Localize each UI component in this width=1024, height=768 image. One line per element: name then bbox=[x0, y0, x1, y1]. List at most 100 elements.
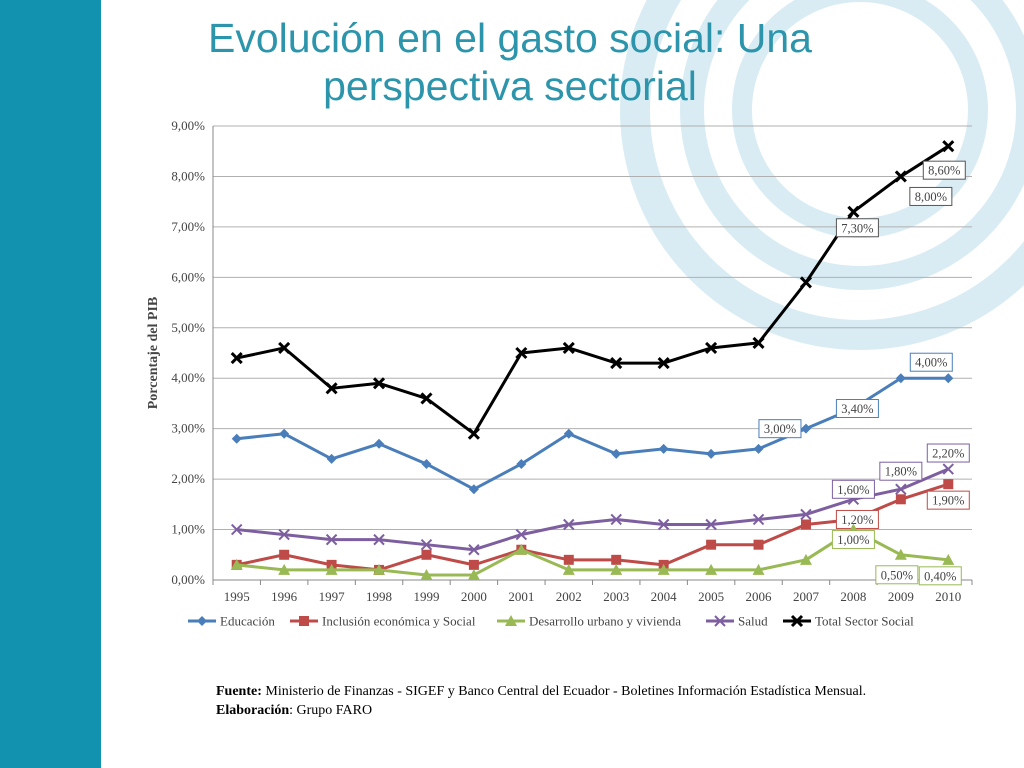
series-line-educacion bbox=[236, 376, 949, 491]
data-point-educacion bbox=[374, 438, 385, 449]
data-point-salud bbox=[231, 523, 243, 536]
data-point-total-sector-social bbox=[230, 351, 243, 365]
data-label: 7,30% bbox=[841, 221, 873, 235]
data-point-desarrollo-urbano-y-vivienda bbox=[942, 553, 955, 565]
y-tick-label: 2,00% bbox=[171, 471, 205, 486]
x-tick-label: 2002 bbox=[556, 589, 582, 604]
legend-swatch-marker bbox=[197, 616, 207, 626]
legend-label: Inclusión económica y Social bbox=[322, 614, 476, 629]
x-tick-label: 2006 bbox=[746, 589, 773, 604]
data-point-desarrollo-urbano-y-vivienda bbox=[325, 563, 338, 575]
data-point-desarrollo-urbano-y-vivienda bbox=[705, 563, 718, 575]
data-point-salud bbox=[468, 544, 480, 556]
data-point-salud bbox=[420, 538, 433, 551]
legend-swatch-marker bbox=[790, 614, 804, 628]
legend-label: Educación bbox=[220, 614, 275, 629]
data-point-educacion bbox=[943, 373, 954, 384]
data-point-educacion bbox=[516, 458, 527, 469]
data-point-total-sector-social bbox=[610, 357, 623, 370]
data-point-total-sector-social bbox=[657, 357, 670, 370]
source-label: Fuente: bbox=[216, 684, 262, 699]
data-point-total-sector-social bbox=[942, 140, 955, 153]
data-point-salud bbox=[278, 528, 290, 541]
data-label-box bbox=[926, 443, 970, 463]
data-label-box bbox=[918, 566, 962, 586]
data-point-educacion bbox=[279, 428, 290, 439]
y-axis-label: Porcentaje del PIB bbox=[146, 297, 161, 410]
data-point-desarrollo-urbano-y-vivienda bbox=[515, 543, 528, 555]
source-text: Ministerio de Finanzas - SIGEF y Banco C… bbox=[261, 684, 867, 699]
data-point-educacion bbox=[753, 443, 764, 454]
data-point-salud bbox=[800, 508, 812, 521]
y-tick-label: 7,00% bbox=[171, 219, 205, 234]
x-tick-label: 2010 bbox=[935, 589, 961, 604]
data-label: 3,40% bbox=[841, 402, 873, 416]
data-label: 0,50% bbox=[881, 568, 913, 582]
data-point-salud bbox=[705, 518, 717, 531]
x-tick-label: 2001 bbox=[508, 589, 534, 604]
data-point-inclusion-economica-y-social bbox=[279, 549, 290, 560]
y-tick-label: 6,00% bbox=[171, 269, 205, 284]
series-line-inclusion-economica-y-social bbox=[236, 482, 949, 572]
data-point-total-sector-social bbox=[515, 346, 528, 360]
y-tick-label: 3,00% bbox=[171, 421, 205, 436]
legend-swatch-marker bbox=[505, 615, 517, 626]
data-point-desarrollo-urbano-y-vivienda bbox=[562, 563, 575, 575]
data-point-educacion bbox=[800, 423, 811, 434]
data-label-box bbox=[831, 530, 875, 550]
series-line-desarrollo-urbano-y-vivienda bbox=[236, 528, 949, 577]
data-label: 8,00% bbox=[915, 190, 947, 204]
sidebar-band bbox=[0, 0, 101, 768]
credit-label: Elaboración bbox=[216, 703, 290, 718]
source-footer: Fuente: Ministerio de Finanzas - SIGEF y… bbox=[216, 682, 866, 720]
data-point-desarrollo-urbano-y-vivienda bbox=[467, 568, 480, 580]
data-point-desarrollo-urbano-y-vivienda bbox=[278, 563, 291, 575]
credit-text: : Grupo FARO bbox=[289, 703, 373, 718]
data-label-box bbox=[909, 186, 953, 206]
data-label-box bbox=[875, 565, 919, 585]
data-point-inclusion-economica-y-social bbox=[943, 479, 954, 490]
x-tick-label: 2005 bbox=[698, 589, 724, 604]
data-label: 1,90% bbox=[932, 494, 964, 508]
data-label: 4,00% bbox=[915, 356, 947, 370]
legend-label: Salud bbox=[738, 614, 768, 629]
data-point-salud bbox=[942, 463, 954, 475]
data-label: 8,60% bbox=[928, 164, 960, 178]
data-point-educacion bbox=[231, 433, 242, 444]
data-point-inclusion-economica-y-social bbox=[895, 494, 906, 505]
data-point-desarrollo-urbano-y-vivienda bbox=[610, 563, 623, 575]
data-point-inclusion-economica-y-social bbox=[421, 549, 432, 560]
data-label-box bbox=[835, 218, 879, 238]
data-point-desarrollo-urbano-y-vivienda bbox=[373, 563, 386, 575]
data-point-total-sector-social bbox=[705, 341, 718, 355]
data-label-box bbox=[831, 479, 875, 499]
data-label: 1,20% bbox=[841, 513, 873, 527]
data-point-total-sector-social bbox=[847, 205, 860, 218]
y-tick-label: 8,00% bbox=[171, 168, 205, 183]
data-point-total-sector-social bbox=[562, 341, 575, 355]
data-point-desarrollo-urbano-y-vivienda bbox=[657, 563, 670, 575]
source-line: Fuente: Ministerio de Finanzas - SIGEF y… bbox=[216, 682, 866, 701]
data-label: 1,00% bbox=[837, 533, 869, 547]
data-label: 0,40% bbox=[924, 569, 956, 583]
x-tick-label: 1998 bbox=[366, 589, 392, 604]
data-point-inclusion-economica-y-social bbox=[753, 539, 764, 550]
data-point-desarrollo-urbano-y-vivienda bbox=[799, 553, 812, 565]
slide-title: Evolución en el gasto social: Una perspe… bbox=[208, 15, 812, 109]
data-point-inclusion-economica-y-social bbox=[563, 554, 574, 565]
data-point-inclusion-economica-y-social bbox=[468, 559, 479, 570]
data-point-salud bbox=[325, 533, 338, 546]
data-point-total-sector-social bbox=[278, 341, 291, 355]
y-tick-label: 1,00% bbox=[171, 522, 205, 537]
legend-label: Desarrollo urbano y vivienda bbox=[529, 614, 681, 629]
data-point-salud bbox=[895, 483, 907, 495]
data-point-educacion bbox=[706, 448, 717, 459]
data-point-inclusion-economica-y-social bbox=[800, 519, 811, 530]
x-tick-label: 1995 bbox=[224, 589, 250, 604]
data-point-inclusion-economica-y-social bbox=[611, 554, 622, 565]
x-tick-label: 1996 bbox=[271, 589, 298, 604]
data-point-salud bbox=[515, 528, 528, 541]
data-label-box bbox=[926, 490, 970, 510]
data-point-total-sector-social bbox=[894, 170, 907, 183]
